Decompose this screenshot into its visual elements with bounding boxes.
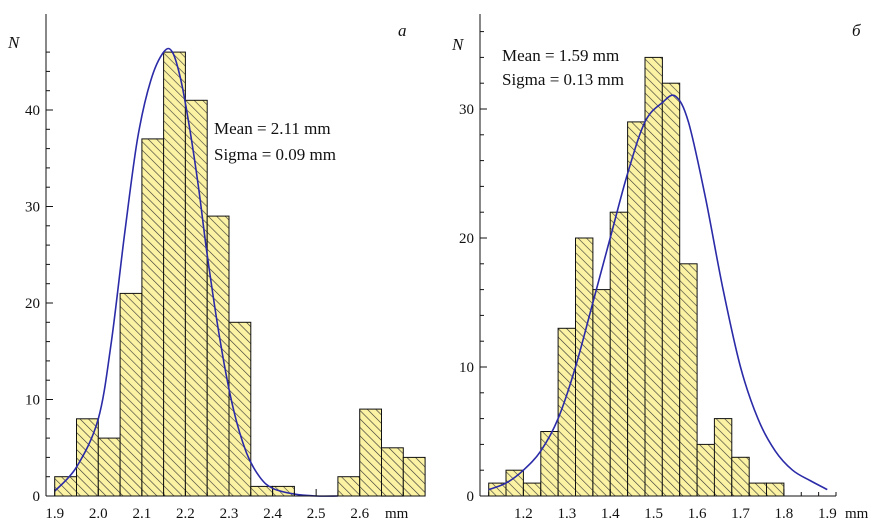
panel-b-sigma-annotation: Sigma = 0.13 mm bbox=[502, 70, 624, 89]
panel-b-y-tick-label: 10 bbox=[459, 360, 474, 376]
panel-a-y-tick-label: 40 bbox=[25, 103, 40, 119]
panel-a-ylabel: N bbox=[7, 33, 21, 52]
panel-a-bar bbox=[337, 476, 361, 497]
panel-b-x-tick-label: 1.7 bbox=[731, 506, 750, 522]
panel-b-bar bbox=[696, 443, 715, 497]
panel-b-x-unit: mm bbox=[845, 506, 869, 522]
panel-a-x-tick-label: 2.3 bbox=[220, 506, 239, 522]
panel-b-x-tick-label: 1.4 bbox=[601, 506, 620, 522]
panel-a-bar bbox=[250, 485, 274, 497]
panel-a-bar bbox=[359, 408, 383, 497]
panel-a-x-tick-label: 2.5 bbox=[307, 506, 326, 522]
panel-b-bar bbox=[505, 469, 524, 497]
panel-b-bar bbox=[661, 82, 681, 497]
panel-b-fit-curve bbox=[488, 94, 828, 491]
panel-a-y-tick-label: 20 bbox=[25, 296, 40, 312]
panel-b-label: б bbox=[852, 21, 861, 40]
panel-b-y-tick-label: 30 bbox=[459, 102, 474, 118]
panel-a-mean-annotation: Mean = 2.11 mm bbox=[214, 119, 331, 138]
panel-b-x-tick-label: 1.9 bbox=[818, 506, 837, 522]
panel-a-bar bbox=[141, 138, 165, 497]
panel-a-x-tick-label: 2.6 bbox=[350, 506, 369, 522]
panel-b-y-tick-label: 0 bbox=[467, 489, 475, 505]
panel-b-axes bbox=[479, 14, 837, 497]
panel-a-fit-curve bbox=[54, 47, 338, 497]
panel-a-axes bbox=[45, 14, 412, 497]
panel-b-bar bbox=[627, 121, 646, 497]
panel-a-x-tick-label: 2.2 bbox=[176, 506, 195, 522]
panel-a-bar bbox=[402, 456, 426, 497]
panel-b-x-tick-labels: 1.2 1.3 1.4 1.5 1.6 1.7 1.8 1.9 bbox=[514, 506, 837, 522]
panel-b-ylabel: N bbox=[451, 35, 465, 54]
panel-b-x-tick-label: 1.8 bbox=[775, 506, 794, 522]
panel-b-mean-annotation: Mean = 1.59 mm bbox=[502, 46, 619, 65]
panel-a-y-tick-label: 0 bbox=[33, 489, 41, 505]
panel-a-bar bbox=[228, 321, 252, 497]
panel-b-bar bbox=[644, 56, 663, 497]
panel-a-bar bbox=[163, 51, 186, 497]
panel-a-y-tick-label: 10 bbox=[25, 393, 40, 409]
panel-a-x-tick-label: 1.9 bbox=[45, 506, 64, 522]
panel-a-y-tick-labels: 0 10 20 30 40 bbox=[25, 103, 40, 505]
panel-a-bar bbox=[184, 99, 208, 497]
panel-b-bar bbox=[592, 289, 611, 497]
panel-a-bars bbox=[54, 51, 426, 497]
panel-a-label: a bbox=[398, 21, 407, 40]
panel-a-bar bbox=[97, 437, 121, 497]
panel-a-bar bbox=[206, 215, 230, 497]
panel-b-bar bbox=[575, 237, 594, 497]
panel-b-x-tick-label: 1.3 bbox=[557, 506, 576, 522]
panel-b-x-tick-label: 1.2 bbox=[514, 506, 533, 522]
panel-b-x-tick-label: 1.6 bbox=[688, 506, 707, 522]
panel-a-x-tick-label: 2.4 bbox=[263, 506, 282, 522]
panel-a-x-tick-label: 2.1 bbox=[132, 506, 151, 522]
panel-a-x-tick-label: 2.0 bbox=[89, 506, 108, 522]
panel-a-x-unit: mm bbox=[385, 506, 409, 522]
panel-b-y-tick-label: 20 bbox=[459, 231, 474, 247]
panel-a-bar bbox=[381, 447, 404, 497]
panel-b-bar bbox=[522, 482, 542, 497]
panel-b-bar bbox=[540, 431, 559, 497]
panel-b-x-tick-label: 1.5 bbox=[644, 506, 663, 522]
panel-b-bar bbox=[731, 456, 750, 497]
panel-a-bar bbox=[119, 292, 143, 497]
panel-b-bar bbox=[609, 211, 629, 497]
panel-b-bar bbox=[766, 482, 785, 497]
panel-b-bar bbox=[679, 263, 698, 497]
panel-b-bars bbox=[488, 56, 785, 497]
panel-a: 1.9 2.0 2.1 2.2 2.3 2.4 2.5 2.6 0 10 20 30 40 N a m… bbox=[7, 14, 426, 522]
panel-b-y-tick-labels: 0 10 20 30 bbox=[459, 102, 474, 505]
panel-b-bar bbox=[748, 482, 768, 497]
panel-a-sigma-annotation: Sigma = 0.09 mm bbox=[214, 145, 336, 164]
panel-a-y-tick-label: 30 bbox=[25, 200, 40, 216]
panel-b-bar bbox=[713, 418, 733, 497]
panel-a-x-tick-labels: 1.9 2.0 2.1 2.2 2.3 2.4 2.5 2.6 bbox=[45, 506, 369, 522]
